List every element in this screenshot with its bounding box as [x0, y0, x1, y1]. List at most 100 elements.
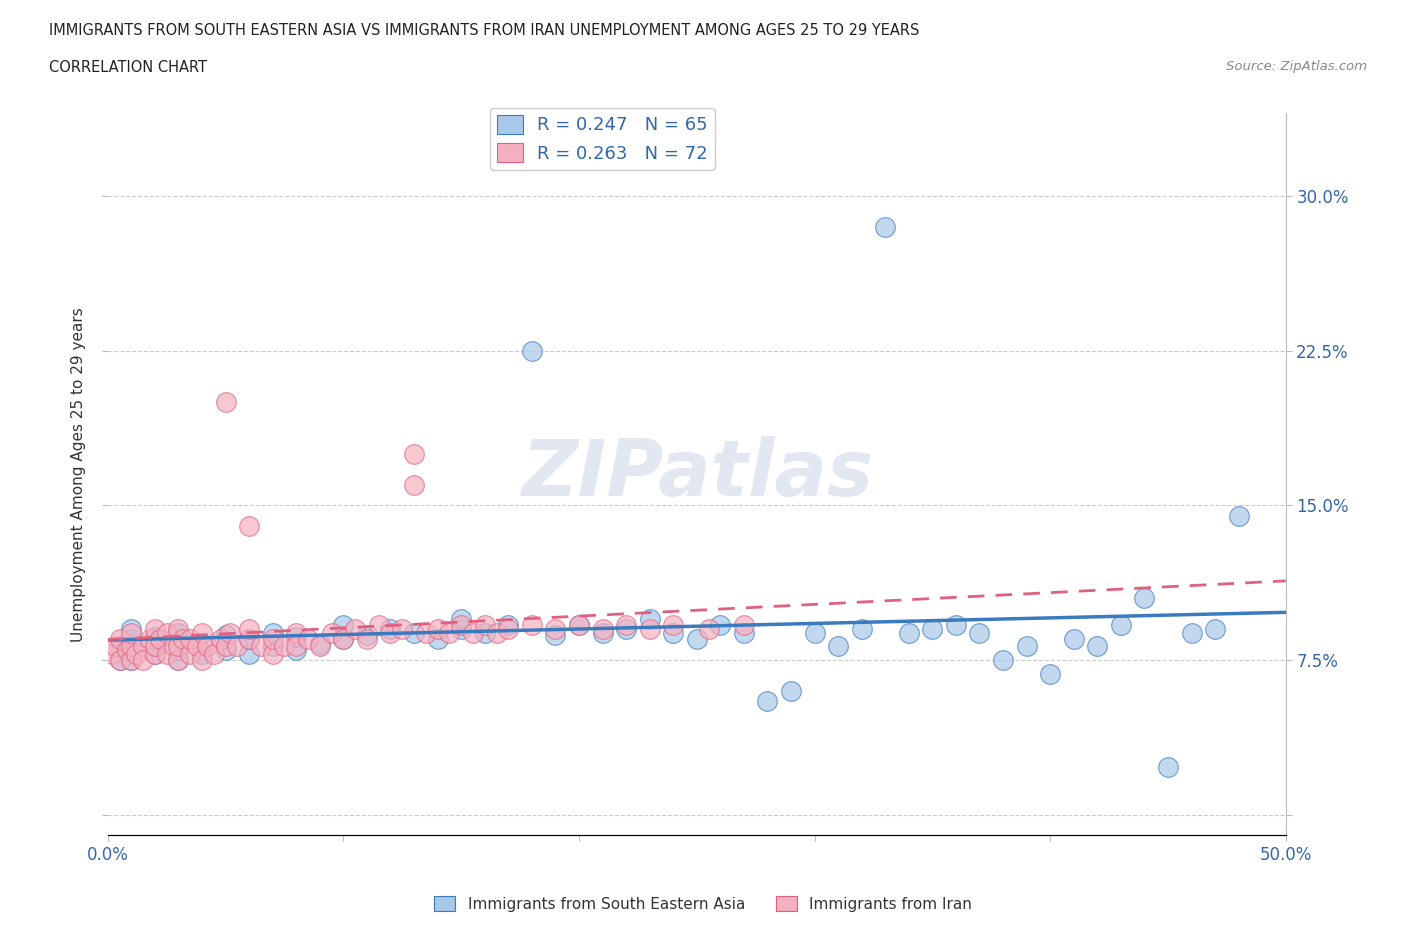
- Point: [897, 626, 920, 641]
- Point: [991, 653, 1014, 668]
- Point: [120, 643, 142, 658]
- Point: [108, 653, 131, 668]
- Point: [163, 638, 186, 653]
- Point: [104, 638, 127, 653]
- Point: [285, 643, 308, 658]
- Point: [238, 519, 260, 534]
- Point: [120, 626, 142, 641]
- Point: [191, 636, 214, 651]
- Point: [945, 618, 967, 632]
- Point: [568, 618, 591, 632]
- Point: [402, 477, 425, 492]
- Point: [544, 621, 567, 636]
- Point: [132, 638, 155, 653]
- Point: [733, 626, 755, 641]
- Point: [101, 646, 124, 661]
- Point: [108, 632, 131, 647]
- Point: [614, 621, 637, 636]
- Point: [143, 638, 166, 653]
- Point: [851, 621, 873, 636]
- Point: [226, 638, 249, 653]
- Point: [592, 626, 614, 641]
- Point: [156, 646, 179, 661]
- Point: [191, 653, 214, 668]
- Point: [697, 621, 720, 636]
- Text: Source: ZipAtlas.com: Source: ZipAtlas.com: [1226, 60, 1367, 73]
- Point: [662, 618, 685, 632]
- Point: [921, 621, 943, 636]
- Point: [191, 646, 214, 661]
- Point: [285, 626, 308, 641]
- Point: [125, 646, 148, 661]
- Point: [592, 621, 614, 636]
- Point: [638, 611, 661, 626]
- Point: [332, 632, 354, 647]
- Text: ZIPatlas: ZIPatlas: [520, 436, 873, 512]
- Point: [308, 638, 330, 653]
- Point: [638, 621, 661, 636]
- Point: [1015, 638, 1038, 653]
- Point: [474, 626, 496, 641]
- Point: [498, 618, 520, 632]
- Point: [321, 626, 343, 641]
- Point: [172, 632, 194, 647]
- Legend: R = 0.247   N = 65, R = 0.263   N = 72: R = 0.247 N = 65, R = 0.263 N = 72: [491, 108, 714, 170]
- Point: [402, 626, 425, 641]
- Point: [191, 626, 214, 641]
- Point: [214, 638, 236, 653]
- Point: [195, 638, 218, 653]
- Point: [167, 638, 190, 653]
- Point: [1085, 638, 1108, 653]
- Point: [686, 632, 709, 647]
- Point: [474, 618, 496, 632]
- Point: [285, 630, 308, 644]
- Point: [262, 632, 284, 647]
- Point: [120, 638, 142, 653]
- Point: [167, 653, 190, 668]
- Point: [214, 643, 236, 658]
- Point: [969, 626, 991, 641]
- Point: [426, 621, 449, 636]
- Point: [214, 628, 236, 643]
- Point: [179, 632, 201, 647]
- Point: [344, 621, 367, 636]
- Point: [380, 621, 402, 636]
- Point: [1157, 760, 1180, 775]
- Point: [733, 618, 755, 632]
- Point: [367, 618, 389, 632]
- Point: [875, 219, 897, 234]
- Point: [614, 618, 637, 632]
- Point: [780, 684, 803, 698]
- Y-axis label: Unemployment Among Ages 25 to 29 years: Unemployment Among Ages 25 to 29 years: [72, 307, 86, 642]
- Point: [143, 646, 166, 661]
- Point: [238, 632, 260, 647]
- Point: [308, 636, 330, 651]
- Point: [115, 646, 138, 661]
- Point: [332, 632, 354, 647]
- Point: [167, 653, 190, 668]
- Point: [120, 653, 142, 668]
- Point: [415, 626, 437, 641]
- Point: [485, 626, 508, 641]
- Point: [167, 621, 190, 636]
- Point: [186, 638, 208, 653]
- Point: [450, 618, 472, 632]
- Point: [120, 632, 142, 647]
- Point: [520, 343, 543, 358]
- Point: [262, 626, 284, 641]
- Point: [1180, 626, 1202, 641]
- Point: [662, 626, 685, 641]
- Point: [450, 621, 472, 636]
- Point: [402, 446, 425, 461]
- Point: [1109, 618, 1132, 632]
- Point: [238, 621, 260, 636]
- Point: [1204, 621, 1226, 636]
- Point: [297, 632, 319, 647]
- Point: [262, 646, 284, 661]
- Point: [179, 646, 201, 661]
- Point: [426, 632, 449, 647]
- Point: [827, 638, 849, 653]
- Point: [544, 628, 567, 643]
- Point: [380, 626, 402, 641]
- Point: [167, 643, 190, 658]
